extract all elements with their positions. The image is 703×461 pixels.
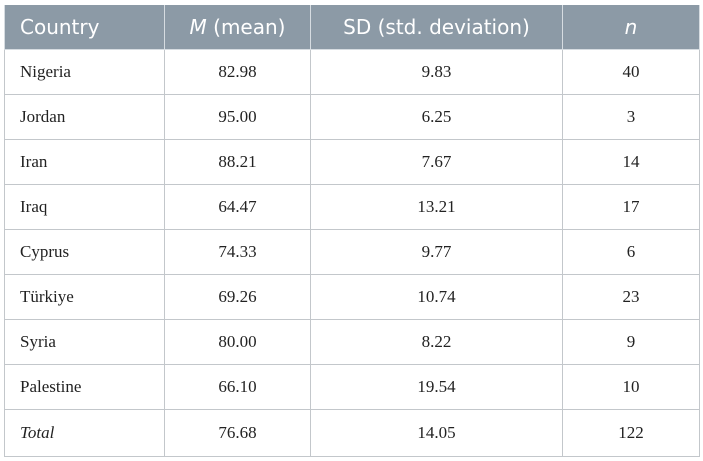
cell-sd: 6.25 — [310, 93, 563, 140]
header-row: Country M (mean) SD (std. deviation) n — [4, 5, 700, 50]
header-n: n — [562, 5, 700, 50]
cell-mean: 69.26 — [164, 273, 311, 320]
cell-sd: 10.74 — [310, 273, 563, 320]
cell-country: Palestine — [4, 363, 165, 410]
table-body: Nigeria 82.98 9.83 40 Jordan 95.00 6.25 … — [4, 48, 700, 457]
cell-country: Türkiye — [4, 273, 165, 320]
header-mean-symbol: M — [189, 14, 207, 39]
cell-mean: 74.33 — [164, 228, 311, 275]
cell-n: 10 — [562, 363, 700, 410]
cell-sd: 13.21 — [310, 183, 563, 230]
cell-country: Cyprus — [4, 228, 165, 275]
cell-sd: 9.77 — [310, 228, 563, 275]
table-header: Country M (mean) SD (std. deviation) n — [4, 5, 700, 50]
cell-n: 6 — [562, 228, 700, 275]
table-row: Türkiye 69.26 10.74 23 — [4, 273, 700, 320]
cell-sd: 7.67 — [310, 138, 563, 185]
cell-n: 14 — [562, 138, 700, 185]
cell-sd: 8.22 — [310, 318, 563, 365]
cell-mean: 64.47 — [164, 183, 311, 230]
table-row: Jordan 95.00 6.25 3 — [4, 93, 700, 140]
total-label: Total — [4, 408, 165, 457]
total-row: Total 76.68 14.05 122 — [4, 408, 700, 457]
cell-n: 17 — [562, 183, 700, 230]
table-row: Iraq 64.47 13.21 17 — [4, 183, 700, 230]
total-n: 122 — [562, 408, 700, 457]
cell-mean: 66.10 — [164, 363, 311, 410]
header-country: Country — [4, 5, 165, 50]
table-row: Nigeria 82.98 9.83 40 — [4, 48, 700, 95]
cell-country: Syria — [4, 318, 165, 365]
cell-mean: 88.21 — [164, 138, 311, 185]
cell-n: 23 — [562, 273, 700, 320]
cell-sd: 9.83 — [310, 48, 563, 95]
table-row: Cyprus 74.33 9.77 6 — [4, 228, 700, 275]
cell-mean: 82.98 — [164, 48, 311, 95]
header-mean-label: (mean) — [206, 14, 286, 39]
cell-mean: 80.00 — [164, 318, 311, 365]
cell-country: Iran — [4, 138, 165, 185]
cell-country: Nigeria — [4, 48, 165, 95]
total-mean: 76.68 — [164, 408, 311, 457]
table-row: Iran 88.21 7.67 14 — [4, 138, 700, 185]
table-row: Syria 80.00 8.22 9 — [4, 318, 700, 365]
cell-country: Iraq — [4, 183, 165, 230]
cell-sd: 19.54 — [310, 363, 563, 410]
cell-country: Jordan — [4, 93, 165, 140]
header-sd: SD (std. deviation) — [310, 5, 563, 50]
cell-mean: 95.00 — [164, 93, 311, 140]
cell-n: 40 — [562, 48, 700, 95]
cell-n: 3 — [562, 93, 700, 140]
table-row: Palestine 66.10 19.54 10 — [4, 363, 700, 410]
cell-n: 9 — [562, 318, 700, 365]
header-mean: M (mean) — [164, 5, 311, 50]
statistics-table: Country M (mean) SD (std. deviation) n N… — [4, 5, 700, 457]
total-sd: 14.05 — [310, 408, 563, 457]
